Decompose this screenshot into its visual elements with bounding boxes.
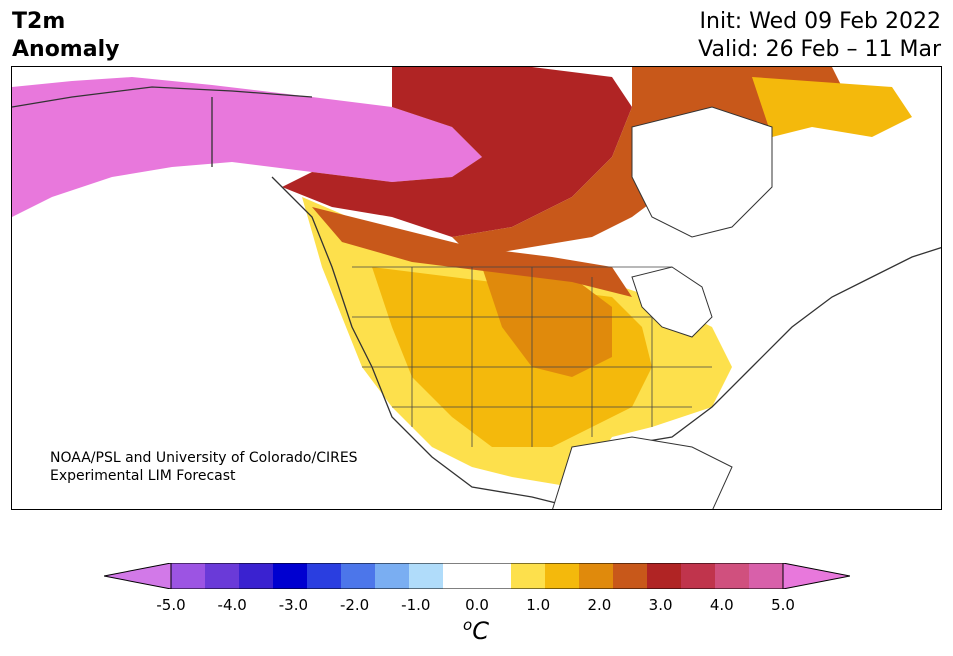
colorbar-segment: [341, 563, 376, 589]
hudson-bay: [631, 106, 773, 238]
colorbar-extend-high: [782, 563, 850, 589]
unit-celsius: C: [472, 617, 489, 645]
title-line-1: T2m: [12, 9, 66, 34]
colorbar-segment: [715, 563, 750, 589]
colorbar-segment: [749, 563, 784, 589]
colorbar-segment: [239, 563, 274, 589]
colorbar-tick-label: 1.0: [526, 596, 551, 614]
colorbar-segment: [545, 563, 580, 589]
colorbar: [104, 563, 850, 589]
unit-degree: o: [463, 616, 473, 634]
anomaly-region-canada-belt: [312, 207, 632, 297]
colorbar-segment: [511, 563, 546, 589]
colorbar-tick-label: -2.0: [339, 596, 370, 614]
colorbar-segment: [307, 563, 342, 589]
anomaly-region-east-canada: [752, 77, 912, 137]
colorbar-extend-low: [104, 563, 172, 589]
colorbar-segment: [205, 563, 240, 589]
colorbar-segment: [579, 563, 614, 589]
credit-line-2: Experimental LIM Forecast: [50, 468, 236, 484]
colorbar-segment: [613, 563, 648, 589]
map-panel: NOAA/PSL and University of Colorado/CIRE…: [11, 66, 942, 510]
state-borders: [352, 266, 712, 447]
colorbar-segment: [681, 563, 716, 589]
gulf-of-mexico: [552, 436, 733, 509]
colorbar-tick-label: 4.0: [709, 596, 734, 614]
colorbar-tick-label: -1.0: [401, 596, 431, 614]
anomaly-region-canada-red: [282, 67, 632, 237]
colorbar-tick-label: -5.0: [156, 596, 186, 614]
colorbar-tick-label: -4.0: [217, 596, 247, 614]
anomaly-region-alaska: [12, 77, 482, 217]
colorbar-segment: [647, 563, 682, 589]
credit-text: NOAA/PSL and University of Colorado/CIRE…: [50, 449, 358, 485]
colorbar-segment: [443, 563, 478, 589]
colorbar-outline: [170, 563, 784, 589]
anomaly-region-plains: [482, 267, 612, 377]
colorbar-unit: oC: [463, 616, 489, 645]
colorbar-segment: [273, 563, 308, 589]
colorbar-tick-label: 2.0: [587, 596, 612, 614]
colorbar-segment: [409, 563, 444, 589]
colorbar-tick-label: 0.0: [465, 596, 489, 614]
valid-dates: Valid: 26 Feb – 11 Mar: [698, 37, 941, 62]
anomaly-map: [12, 67, 941, 509]
colorbar-tick-label: 5.0: [771, 596, 795, 614]
coastline: [12, 86, 941, 508]
colorbar-ticks: -5.0 -4.0 -3.0 -2.0 -1.0 0.0 1.0 2.0 3.0 4.0 5.0: [0, 596, 953, 616]
init-date: Init: Wed 09 Feb 2022: [699, 9, 941, 34]
colorbar-segment: [375, 563, 410, 589]
colorbar-tick-label: 3.0: [648, 596, 673, 614]
forecast-dates: Init: Wed 09 Feb 2022 Valid: 26 Feb – 11…: [698, 8, 941, 64]
great-lakes: [631, 266, 713, 338]
map-title: T2m Anomaly: [12, 8, 119, 64]
colorbar-segment: [171, 563, 206, 589]
credit-line-1: NOAA/PSL and University of Colorado/CIRE…: [50, 450, 358, 466]
title-line-2: Anomaly: [12, 37, 120, 62]
colorbar-tick-label: -3.0: [278, 596, 309, 614]
colorbar-segment: [477, 563, 512, 589]
